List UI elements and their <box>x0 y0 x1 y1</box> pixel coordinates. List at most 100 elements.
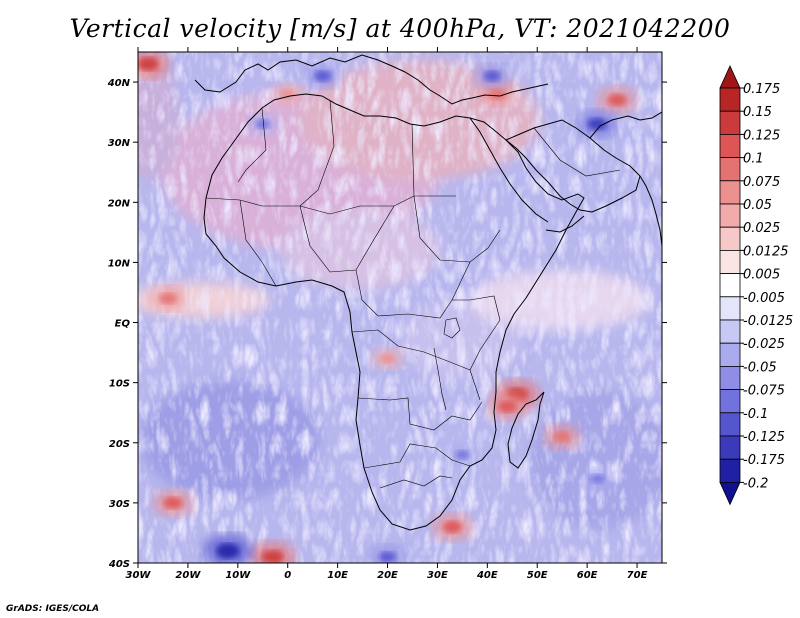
colorbar-segment <box>719 226 741 251</box>
lat-tick-label: 30N <box>108 138 131 149</box>
colorbar-label: -0.05 <box>743 360 777 375</box>
coast-red-sea <box>469 117 549 223</box>
colorbar-label: -0.175 <box>743 453 785 468</box>
colorbar-label: 0.0125 <box>743 244 789 259</box>
coast-iran <box>589 111 662 139</box>
border-algeria-libya <box>299 99 335 207</box>
colorbar-segment <box>719 157 741 182</box>
border-nigeria-chad <box>299 205 395 273</box>
coastlines <box>194 54 662 531</box>
lon-tick-label: 20W <box>175 570 201 581</box>
descent-core <box>483 70 501 82</box>
ascent-core <box>380 353 395 364</box>
lon-tick-label: 10W <box>225 570 251 581</box>
border-sudan <box>413 195 501 263</box>
border-angola <box>357 397 483 431</box>
lon-tick-label: 60E <box>577 570 598 581</box>
ascent-core <box>138 57 159 71</box>
colorbar-segment <box>719 87 741 112</box>
field-noise <box>138 52 662 563</box>
colorbar-label: 0.025 <box>743 221 780 236</box>
lon-tick-label: 0 <box>284 570 291 581</box>
colorbar-label: -0.005 <box>743 291 785 306</box>
ascent-core <box>498 400 517 413</box>
colorbar-max-arrow <box>719 65 741 89</box>
ascent-core <box>159 293 177 304</box>
coast-madagascar <box>507 391 545 469</box>
lon-tick-label: 30E <box>427 570 448 581</box>
chart-title: Vertical velocity [m/s] at 400hPa, VT: 2… <box>69 14 731 43</box>
border-east <box>452 295 501 401</box>
descent-core <box>255 119 271 129</box>
ascent-core <box>607 94 627 107</box>
lat-tick-label: EQ <box>115 319 131 330</box>
descent-core <box>589 474 605 484</box>
colorbar-segment <box>719 296 741 321</box>
colorbar-segment <box>719 342 741 367</box>
feature-layer <box>138 52 637 563</box>
coast-europe <box>194 54 549 105</box>
ascent-core <box>280 89 296 99</box>
lon-tick-label: 10E <box>327 570 348 581</box>
border-congo <box>351 329 471 371</box>
descent-core <box>587 118 607 131</box>
colorbar-label: 0.1 <box>743 152 764 167</box>
descent-core <box>379 551 396 563</box>
lon-tick-label: 50E <box>527 570 548 581</box>
coast-arabia <box>505 119 641 213</box>
colorbar-segment <box>719 273 741 298</box>
coast-horn <box>545 215 585 233</box>
colorbar-segment <box>719 110 741 135</box>
colorbar-segment <box>719 133 741 158</box>
colorbar-segment <box>719 249 741 274</box>
ascent-core <box>163 496 183 509</box>
country-borders <box>205 99 621 489</box>
plot-frame <box>137 51 663 564</box>
colorbar-segment <box>719 412 741 437</box>
border-lake-tanganyika <box>433 347 447 411</box>
lon-tick-label: 20E <box>377 570 398 581</box>
axis-ticks: 30W 20W 10W 0 10E 20E 30E 40E 50E 60E 70E 40N 30N 20N… <box>107 47 667 581</box>
colorbar-segment <box>719 389 741 414</box>
colorbar-label: 0.125 <box>743 128 780 143</box>
coast-africa <box>203 93 585 531</box>
colorbar-label: 0.075 <box>743 175 780 190</box>
border-lake-victoria <box>443 317 461 339</box>
descent-core <box>314 70 332 82</box>
colorbar-label: 0.15 <box>743 105 772 120</box>
colorbar-label: 0.175 <box>743 82 780 97</box>
border-west-africa <box>239 199 277 287</box>
lon-tick-label: 40E <box>476 570 498 581</box>
lon-tick-label: 70E <box>627 570 648 581</box>
coast-india <box>639 175 662 247</box>
colorbar-segment <box>719 319 741 344</box>
lon-tick-label: 30W <box>126 570 152 581</box>
colorbar-label: -0.025 <box>743 337 785 352</box>
plot-area <box>138 52 662 563</box>
lat-tick-label: 10S <box>109 379 130 390</box>
colorbar: 0.175 0.15 0.125 0.1 0.075 0.05 0.025 0.0125 0.0… <box>719 65 793 506</box>
colorbar-label: -0.075 <box>743 384 785 399</box>
colorbar-segment <box>719 365 741 390</box>
colorbar-min-arrow <box>719 481 741 506</box>
colorbar-label: -0.2 <box>743 476 768 491</box>
border-arabia-inner <box>533 127 621 177</box>
colorbar-segment <box>719 458 741 483</box>
descent-core <box>455 450 470 460</box>
lat-tick-label: 40N <box>107 78 131 89</box>
colorbar-label: -0.0125 <box>743 314 793 329</box>
border-maghreb <box>237 107 267 183</box>
ascent-core <box>488 88 506 100</box>
lat-tick-label: 40S <box>108 559 130 570</box>
colorbar-segment <box>719 203 741 228</box>
lat-tick-label: 10N <box>108 258 131 269</box>
colorbar-label: -0.125 <box>743 430 785 445</box>
lat-tick-label: 30S <box>109 499 130 510</box>
lat-tick-label: 20S <box>109 439 130 450</box>
ascent-core <box>262 550 284 563</box>
colorbar-label: -0.1 <box>743 407 768 422</box>
colorbar-segment <box>719 180 741 205</box>
border-southern <box>363 443 471 469</box>
border-sahel <box>205 195 415 215</box>
